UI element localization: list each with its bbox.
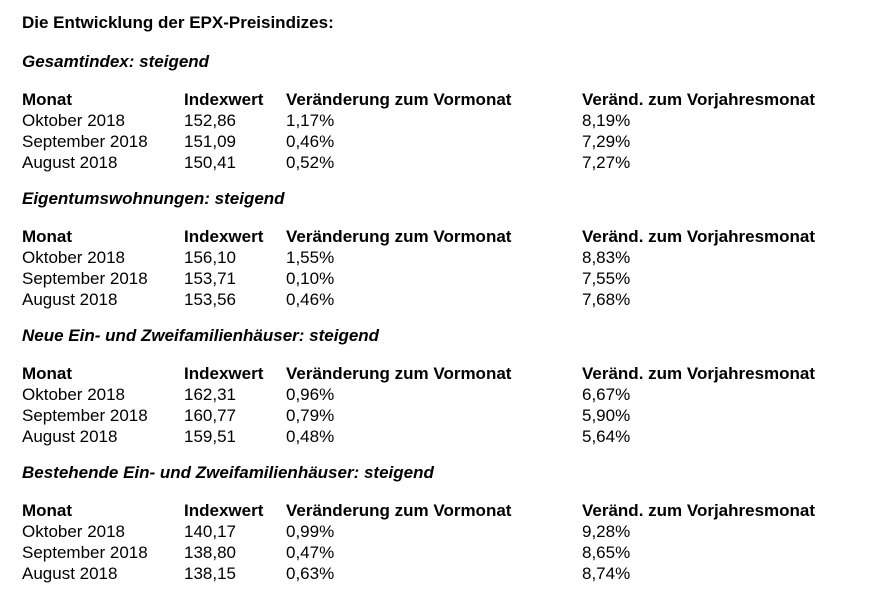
cell-mom: 0,99% bbox=[286, 522, 335, 541]
column-header-yoy: Veränd. zum Vorjahresmonat bbox=[582, 501, 816, 520]
cell-month: August 2018 bbox=[22, 290, 118, 309]
cell-yoy: 8,83% bbox=[582, 248, 631, 267]
section-title: Bestehende Ein- und Zweifamilienhäuser: … bbox=[22, 463, 434, 482]
index-table: Monat Indexwert Veränderung zum Vormonat… bbox=[22, 89, 882, 173]
column-header-index: Indexwert bbox=[184, 501, 264, 520]
column-header-yoy: Veränd. zum Vorjahresmonat bbox=[582, 364, 816, 383]
cell-index: 162,31 bbox=[184, 385, 236, 404]
index-table: Monat Indexwert Veränderung zum Vormonat… bbox=[22, 363, 882, 447]
cell-mom: 0,47% bbox=[286, 543, 335, 562]
cell-month: September 2018 bbox=[22, 269, 148, 288]
cell-month: Oktober 2018 bbox=[22, 385, 126, 404]
cell-yoy: 5,90% bbox=[582, 406, 631, 425]
cell-index: 151,09 bbox=[184, 132, 236, 151]
table-row: September 2018 138,80 0,47% 8,65% bbox=[22, 542, 882, 563]
cell-mom: 0,96% bbox=[286, 385, 335, 404]
section-title: Neue Ein- und Zweifamilienhäuser: steige… bbox=[22, 326, 380, 345]
table-header-row: Monat Indexwert Veränderung zum Vormonat… bbox=[22, 363, 882, 384]
cell-index: 138,80 bbox=[184, 543, 236, 562]
column-header-month: Monat bbox=[22, 90, 73, 109]
cell-index: 152,86 bbox=[184, 111, 236, 130]
table-row: Oktober 2018 162,31 0,96% 6,67% bbox=[22, 384, 882, 405]
table-row: September 2018 153,71 0,10% 7,55% bbox=[22, 268, 882, 289]
cell-yoy: 6,67% bbox=[582, 385, 631, 404]
cell-month: August 2018 bbox=[22, 564, 118, 583]
cell-yoy: 8,65% bbox=[582, 543, 631, 562]
cell-month: September 2018 bbox=[22, 132, 148, 151]
cell-index: 153,56 bbox=[184, 290, 236, 309]
cell-yoy: 8,74% bbox=[582, 564, 631, 583]
cell-mom: 0,10% bbox=[286, 269, 335, 288]
column-header-month: Monat bbox=[22, 364, 73, 383]
cell-index: 140,17 bbox=[184, 522, 236, 541]
cell-yoy: 8,19% bbox=[582, 111, 631, 130]
column-header-yoy: Veränd. zum Vorjahresmonat bbox=[582, 90, 816, 109]
column-header-mom: Veränderung zum Vormonat bbox=[286, 227, 512, 246]
table-row: September 2018 151,09 0,46% 7,29% bbox=[22, 131, 882, 152]
cell-yoy: 7,27% bbox=[582, 153, 631, 172]
cell-mom: 0,48% bbox=[286, 427, 335, 446]
section-title: Gesamtindex: steigend bbox=[22, 52, 210, 71]
cell-index: 153,71 bbox=[184, 269, 236, 288]
cell-mom: 0,46% bbox=[286, 132, 335, 151]
section-title: Eigentumswohnungen: steigend bbox=[22, 189, 285, 208]
cell-month: Oktober 2018 bbox=[22, 111, 126, 130]
cell-month: August 2018 bbox=[22, 153, 118, 172]
table-header-row: Monat Indexwert Veränderung zum Vormonat… bbox=[22, 226, 882, 247]
cell-month: Oktober 2018 bbox=[22, 248, 126, 267]
cell-mom: 1,55% bbox=[286, 248, 335, 267]
table-row: August 2018 138,15 0,63% 8,74% bbox=[22, 563, 882, 584]
cell-mom: 0,79% bbox=[286, 406, 335, 425]
table-row: Oktober 2018 156,10 1,55% 8,83% bbox=[22, 247, 882, 268]
table-row: August 2018 150,41 0,52% 7,27% bbox=[22, 152, 882, 173]
cell-index: 138,15 bbox=[184, 564, 236, 583]
page-title: Die Entwicklung der EPX-Preisindizes: bbox=[22, 13, 334, 32]
column-header-mom: Veränderung zum Vormonat bbox=[286, 501, 512, 520]
table-row: September 2018 160,77 0,79% 5,90% bbox=[22, 405, 882, 426]
column-header-month: Monat bbox=[22, 227, 73, 246]
cell-mom: 1,17% bbox=[286, 111, 335, 130]
cell-month: September 2018 bbox=[22, 406, 148, 425]
cell-month: August 2018 bbox=[22, 427, 118, 446]
index-table: Monat Indexwert Veränderung zum Vormonat… bbox=[22, 500, 882, 584]
table-row: Oktober 2018 140,17 0,99% 9,28% bbox=[22, 521, 882, 542]
cell-index: 156,10 bbox=[184, 248, 236, 267]
column-header-index: Indexwert bbox=[184, 227, 264, 246]
cell-yoy: 5,64% bbox=[582, 427, 631, 446]
column-header-index: Indexwert bbox=[184, 364, 264, 383]
cell-index: 160,77 bbox=[184, 406, 236, 425]
table-row: August 2018 153,56 0,46% 7,68% bbox=[22, 289, 882, 310]
index-table: Monat Indexwert Veränderung zum Vormonat… bbox=[22, 226, 882, 310]
cell-month: September 2018 bbox=[22, 543, 148, 562]
cell-mom: 0,46% bbox=[286, 290, 335, 309]
cell-index: 159,51 bbox=[184, 427, 236, 446]
table-header-row: Monat Indexwert Veränderung zum Vormonat… bbox=[22, 89, 882, 110]
cell-yoy: 7,68% bbox=[582, 290, 631, 309]
cell-mom: 0,63% bbox=[286, 564, 335, 583]
cell-yoy: 7,55% bbox=[582, 269, 631, 288]
cell-month: Oktober 2018 bbox=[22, 522, 126, 541]
cell-index: 150,41 bbox=[184, 153, 236, 172]
cell-yoy: 9,28% bbox=[582, 522, 631, 541]
table-row: Oktober 2018 152,86 1,17% 8,19% bbox=[22, 110, 882, 131]
column-header-index: Indexwert bbox=[184, 90, 264, 109]
column-header-month: Monat bbox=[22, 501, 73, 520]
table-header-row: Monat Indexwert Veränderung zum Vormonat… bbox=[22, 500, 882, 521]
cell-mom: 0,52% bbox=[286, 153, 335, 172]
cell-yoy: 7,29% bbox=[582, 132, 631, 151]
table-row: August 2018 159,51 0,48% 5,64% bbox=[22, 426, 882, 447]
column-header-mom: Veränderung zum Vormonat bbox=[286, 90, 512, 109]
column-header-yoy: Veränd. zum Vorjahresmonat bbox=[582, 227, 816, 246]
column-header-mom: Veränderung zum Vormonat bbox=[286, 364, 512, 383]
